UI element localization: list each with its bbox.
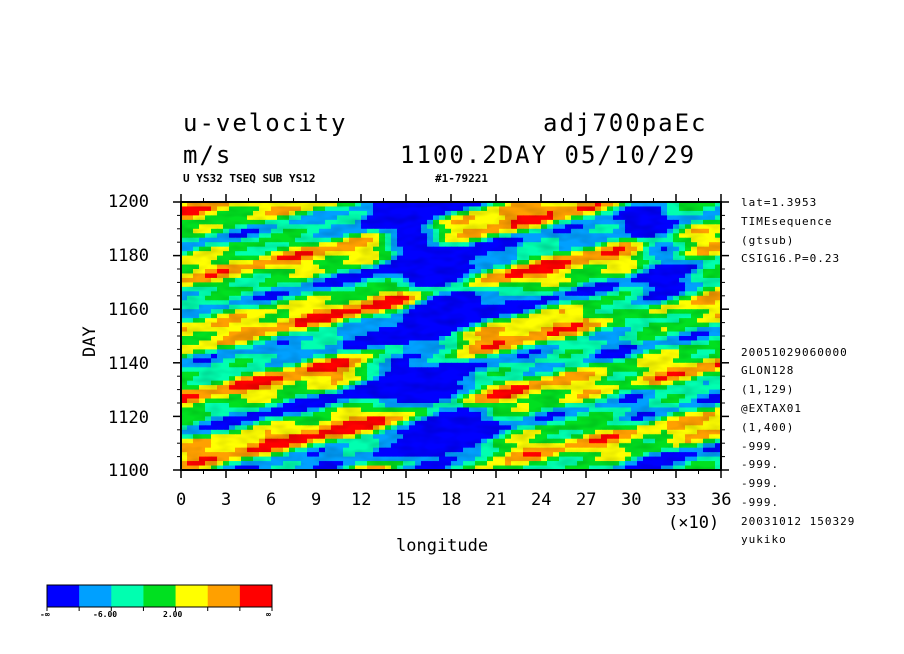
heatmap-field <box>181 202 721 470</box>
